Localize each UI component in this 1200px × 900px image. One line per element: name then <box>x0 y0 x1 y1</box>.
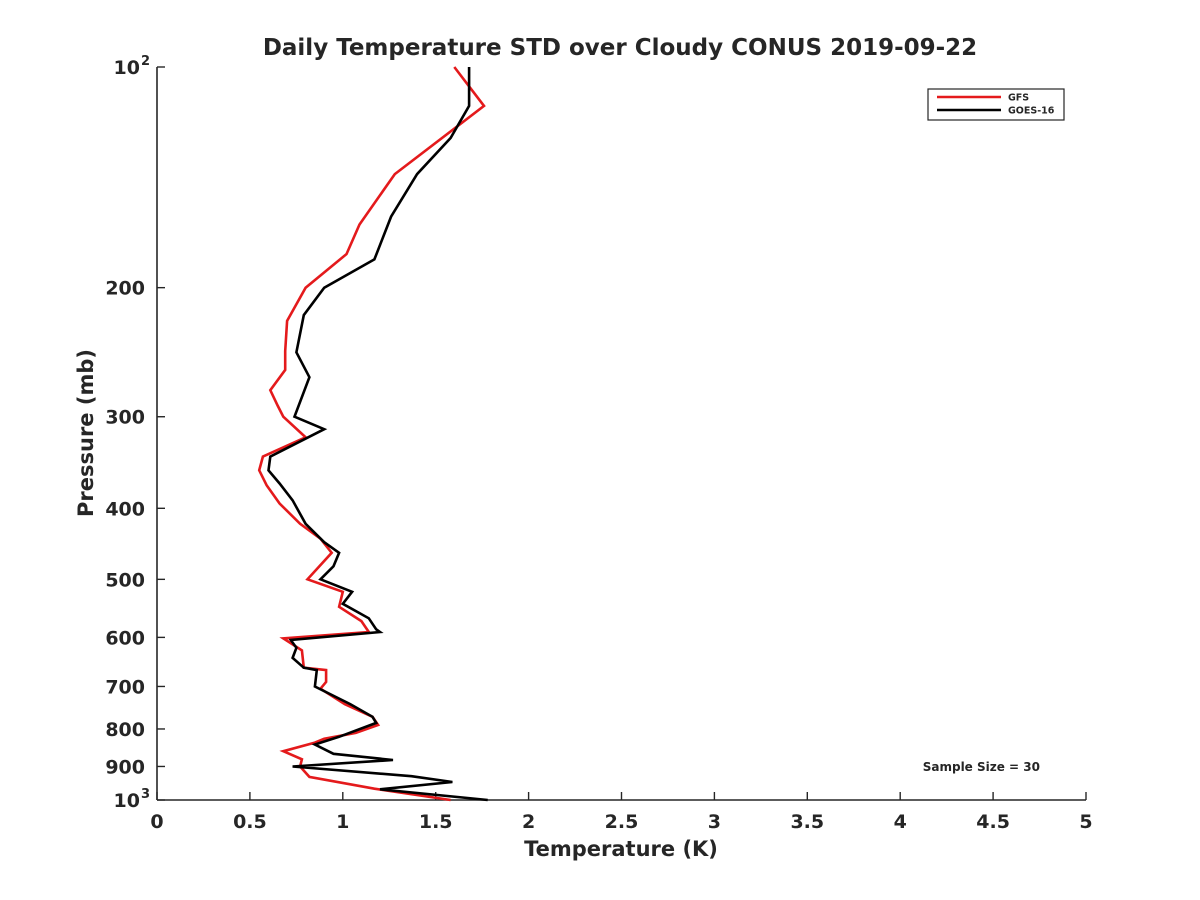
series-line-gfs <box>257 66 486 802</box>
y-tick-label: 900 <box>105 756 145 778</box>
legend-box <box>927 88 1065 121</box>
x-tick-label: 2.5 <box>605 811 639 833</box>
plot-area <box>156 67 1086 801</box>
x-axis-ticks: 0 0.5 1 1.5 2 2.5 3 3.5 4 4.5 5 <box>150 792 1093 833</box>
x-tick-label: 3 <box>708 811 721 833</box>
x-axis-label: Temperature (K) <box>524 837 718 861</box>
y-tick-label-base: 800 <box>105 719 145 741</box>
series-line-goes16 <box>267 67 488 802</box>
legend-label-goes16: GOES-16 <box>1008 106 1055 117</box>
y-tick-label: 200 <box>105 278 145 300</box>
y-tick-label-base: 900 <box>105 756 145 778</box>
y-tick-label: 300 <box>105 407 145 429</box>
y-tick-label: 10 <box>114 57 140 79</box>
y-tick-label-base: 200 <box>105 278 145 300</box>
sample-size-annotation: Sample Size = 30 <box>923 760 1040 774</box>
y-tick-label: 400 <box>105 498 145 520</box>
x-tick-label: 0.5 <box>233 811 267 833</box>
y-tick-label: 800 <box>105 719 145 741</box>
x-tick-label: 4.5 <box>976 811 1010 833</box>
y-tick-label-base: 10 <box>114 57 140 79</box>
y-tick-label: 500 <box>105 569 145 591</box>
y-tick-label: 600 <box>105 627 145 649</box>
y-tick-label-base: 10 <box>114 790 140 812</box>
y-tick-label-base: 700 <box>105 676 145 698</box>
y-tick-label: 10 <box>114 790 140 812</box>
y-tick-label-base: 400 <box>105 498 145 520</box>
x-tick-label: 1.5 <box>419 811 453 833</box>
x-tick-label: 4 <box>894 811 907 833</box>
x-tick-label: 0 <box>150 811 163 833</box>
legend: GFS GOES-16 <box>927 88 1065 121</box>
x-tick-label: 5 <box>1079 811 1092 833</box>
y-tick-label-base: 300 <box>105 407 145 429</box>
y-tick-label-base: 500 <box>105 569 145 591</box>
y-tick-label-exponent: 3 <box>141 787 150 802</box>
x-tick-label: 1 <box>336 811 349 833</box>
x-tick-label: 3.5 <box>790 811 824 833</box>
y-axis-label: Pressure (mb) <box>74 349 98 517</box>
chart-title: Daily Temperature STD over Cloudy CONUS … <box>263 35 977 61</box>
legend-label-gfs: GFS <box>1008 93 1029 104</box>
x-tick-label: 2 <box>522 811 535 833</box>
series-layer <box>257 66 488 802</box>
y-tick-label-base: 600 <box>105 627 145 649</box>
y-tick-label-exponent: 2 <box>141 54 150 69</box>
y-tick-label: 700 <box>105 676 145 698</box>
